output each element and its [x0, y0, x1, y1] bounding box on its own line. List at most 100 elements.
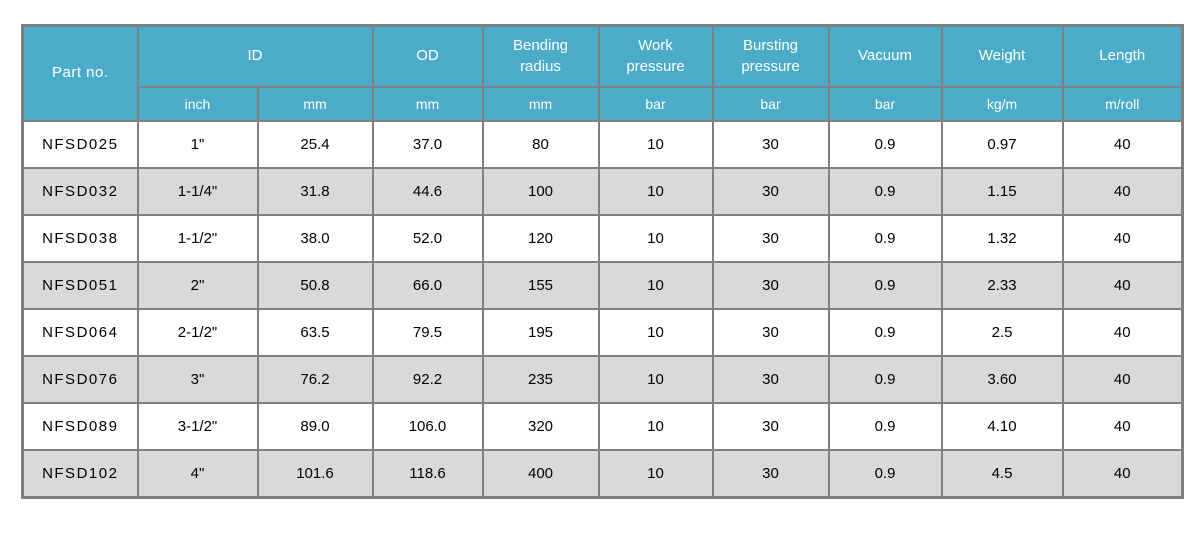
value-cell: 25.4 [256, 120, 374, 169]
col-header-od: OD [371, 24, 484, 88]
value-cell: 30 [711, 355, 830, 404]
unit-header-work-bar: bar [597, 86, 714, 122]
unit-header-length-mroll: m/roll [1061, 86, 1184, 122]
value-cell: 52.0 [371, 214, 484, 263]
header-group-row: Part no. ID OD Bending radius Work press… [21, 24, 1184, 122]
value-cell: 30 [711, 120, 830, 169]
value-cell: 0.9 [827, 214, 943, 263]
value-cell: 80 [481, 120, 600, 169]
col-header-work-pressure: Work pressure [597, 24, 714, 88]
value-cell: 10 [597, 167, 714, 216]
col-header-length: Length [1061, 24, 1184, 88]
value-cell: 101.6 [256, 449, 374, 499]
value-cell: 10 [597, 449, 714, 499]
table-body: NFSD025 1" 25.4 37.0 80 10 30 0.9 0.97 40 NFSD032 1… [21, 120, 1184, 499]
value-cell: 1-1/4" [136, 167, 259, 216]
part-no-cell: NFSD025 [21, 120, 139, 169]
value-cell: 4.5 [940, 449, 1064, 499]
table-row: NFSD064 2-1/2" 63.5 79.5 195 10 30 0.9 2.5 40 [21, 308, 1184, 357]
value-cell: 235 [481, 355, 600, 404]
value-cell: 10 [597, 214, 714, 263]
value-cell: 89.0 [256, 402, 374, 451]
value-cell: 30 [711, 214, 830, 263]
table-row: NFSD089 3-1/2" 89.0 106.0 320 10 30 0.9 4.10 40 [21, 402, 1184, 451]
value-cell: 2.33 [940, 261, 1064, 310]
value-cell: 1.32 [940, 214, 1064, 263]
value-cell: 10 [597, 261, 714, 310]
value-cell: 4.10 [940, 402, 1064, 451]
value-cell: 30 [711, 402, 830, 451]
part-no-cell: NFSD032 [21, 167, 139, 216]
value-cell: 4" [136, 449, 259, 499]
value-cell: 0.9 [827, 402, 943, 451]
value-cell: 0.9 [827, 261, 943, 310]
col-header-vacuum: Vacuum [827, 24, 943, 88]
col-header-id: ID [136, 24, 374, 88]
value-cell: 30 [711, 261, 830, 310]
value-cell: 30 [711, 167, 830, 216]
value-cell: 400 [481, 449, 600, 499]
part-no-cell: NFSD102 [21, 449, 139, 499]
value-cell: 40 [1061, 449, 1184, 499]
unit-header-bursting-bar: bar [711, 86, 830, 122]
value-cell: 320 [481, 402, 600, 451]
value-cell: 40 [1061, 214, 1184, 263]
value-cell: 1-1/2" [136, 214, 259, 263]
unit-header-weight-kgm: kg/m [940, 86, 1064, 122]
table-row: NFSD032 1-1/4" 31.8 44.6 100 10 30 0.9 1.15 40 [21, 167, 1184, 216]
value-cell: 37.0 [371, 120, 484, 169]
value-cell: 40 [1061, 355, 1184, 404]
value-cell: 40 [1061, 120, 1184, 169]
table-row: NFSD051 2" 50.8 66.0 155 10 30 0.9 2.33 40 [21, 261, 1184, 310]
part-no-cell: NFSD051 [21, 261, 139, 310]
value-cell: 63.5 [256, 308, 374, 357]
value-cell: 30 [711, 308, 830, 357]
value-cell: 100 [481, 167, 600, 216]
col-header-weight: Weight [940, 24, 1064, 88]
value-cell: 0.9 [827, 308, 943, 357]
value-cell: 31.8 [256, 167, 374, 216]
table-header: Part no. ID OD Bending radius Work press… [21, 24, 1184, 122]
unit-header-vacuum-bar: bar [827, 86, 943, 122]
value-cell: 40 [1061, 261, 1184, 310]
value-cell: 2.5 [940, 308, 1064, 357]
value-cell: 10 [597, 402, 714, 451]
value-cell: 38.0 [256, 214, 374, 263]
value-cell: 3.60 [940, 355, 1064, 404]
table-row: NFSD025 1" 25.4 37.0 80 10 30 0.9 0.97 40 [21, 120, 1184, 169]
spec-table: Part no. ID OD Bending radius Work press… [21, 24, 1184, 499]
value-cell: 118.6 [371, 449, 484, 499]
spec-table-container: Part no. ID OD Bending radius Work press… [21, 24, 1184, 499]
part-no-cell: NFSD038 [21, 214, 139, 263]
value-cell: 66.0 [371, 261, 484, 310]
value-cell: 0.9 [827, 355, 943, 404]
value-cell: 40 [1061, 308, 1184, 357]
value-cell: 40 [1061, 167, 1184, 216]
value-cell: 1" [136, 120, 259, 169]
unit-header-od-mm: mm [371, 86, 484, 122]
value-cell: 30 [711, 449, 830, 499]
col-header-part-no: Part no. [21, 24, 139, 122]
part-no-cell: NFSD089 [21, 402, 139, 451]
value-cell: 79.5 [371, 308, 484, 357]
table-row: NFSD102 4" 101.6 118.6 400 10 30 0.9 4.5 40 [21, 449, 1184, 499]
value-cell: 0.97 [940, 120, 1064, 169]
value-cell: 106.0 [371, 402, 484, 451]
value-cell: 3-1/2" [136, 402, 259, 451]
col-header-bursting-pressure: Bursting pressure [711, 24, 830, 88]
value-cell: 40 [1061, 402, 1184, 451]
value-cell: 3" [136, 355, 259, 404]
unit-header-id-mm: mm [256, 86, 374, 122]
value-cell: 0.9 [827, 449, 943, 499]
value-cell: 10 [597, 120, 714, 169]
value-cell: 2" [136, 261, 259, 310]
value-cell: 50.8 [256, 261, 374, 310]
value-cell: 92.2 [371, 355, 484, 404]
table-row: NFSD038 1-1/2" 38.0 52.0 120 10 30 0.9 1.32 40 [21, 214, 1184, 263]
value-cell: 10 [597, 355, 714, 404]
part-no-cell: NFSD064 [21, 308, 139, 357]
header-units-row: inch mm mm mm bar bar bar kg/m m/roll [23, 86, 1184, 122]
unit-header-bending-mm: mm [481, 86, 600, 122]
unit-header-id-inch: inch [136, 86, 259, 122]
value-cell: 1.15 [940, 167, 1064, 216]
